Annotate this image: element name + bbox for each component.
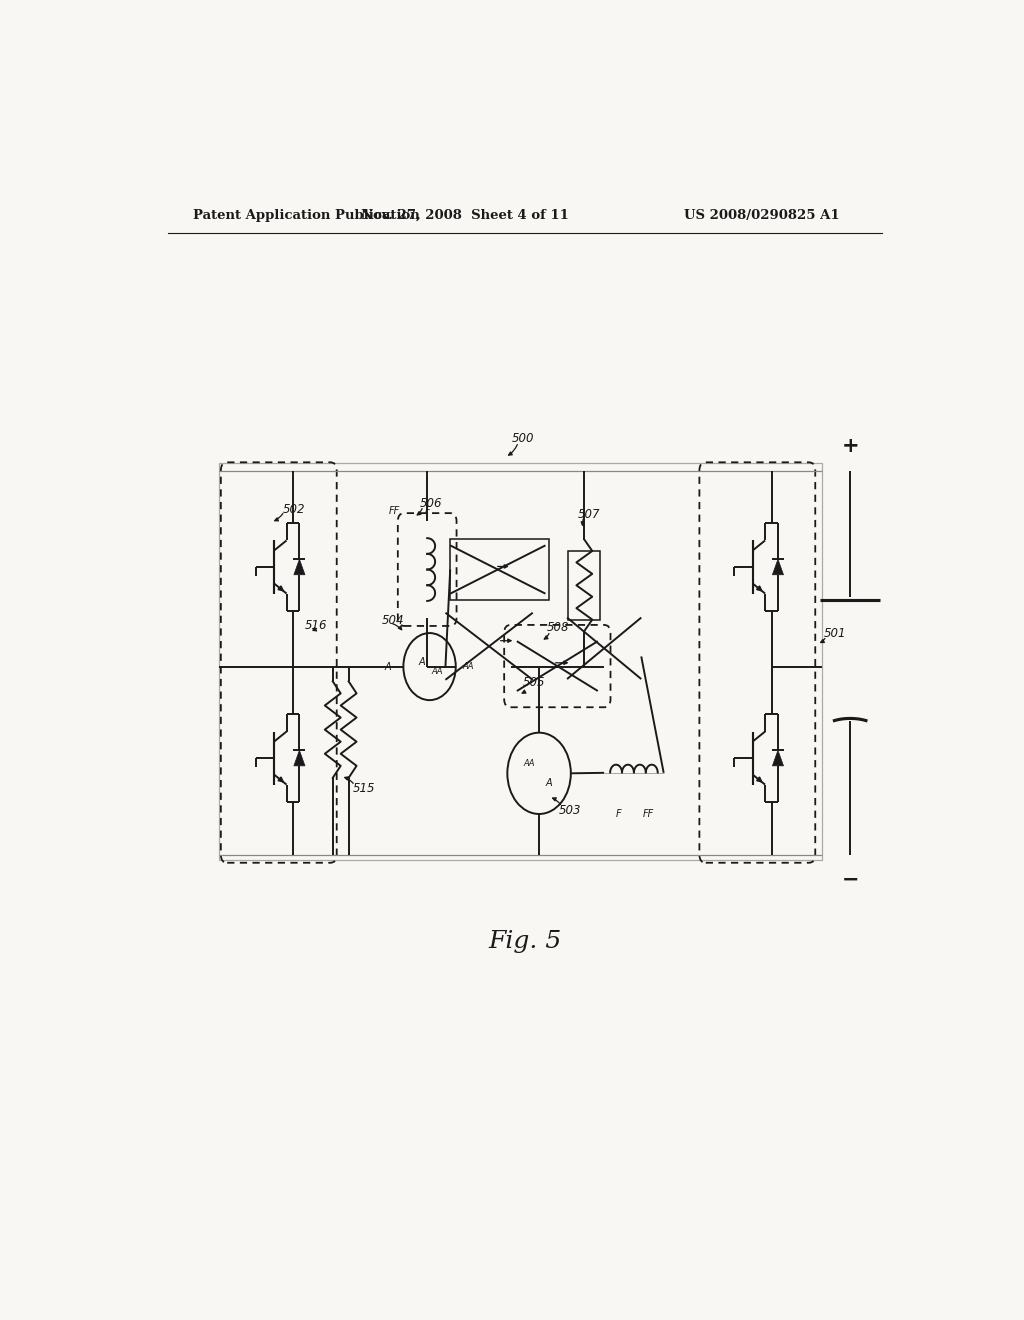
Text: F: F bbox=[424, 506, 430, 516]
Text: Fig. 5: Fig. 5 bbox=[488, 929, 561, 953]
Polygon shape bbox=[294, 560, 305, 574]
Text: Patent Application Publication: Patent Application Publication bbox=[194, 209, 420, 222]
Polygon shape bbox=[294, 750, 305, 766]
Text: 505: 505 bbox=[523, 676, 546, 689]
Text: 502: 502 bbox=[283, 503, 305, 516]
Text: Nov. 27, 2008  Sheet 4 of 11: Nov. 27, 2008 Sheet 4 of 11 bbox=[361, 209, 569, 222]
Text: A: A bbox=[419, 656, 425, 667]
Text: 515: 515 bbox=[352, 781, 375, 795]
Text: 500: 500 bbox=[511, 433, 534, 445]
Text: −: − bbox=[842, 870, 859, 890]
Text: FF: FF bbox=[643, 809, 654, 818]
Bar bbox=[219, 463, 822, 859]
Text: F: F bbox=[616, 809, 622, 818]
Text: 501: 501 bbox=[824, 627, 847, 640]
Text: US 2008/0290825 A1: US 2008/0290825 A1 bbox=[684, 209, 839, 222]
Text: 508: 508 bbox=[547, 622, 569, 635]
Text: 507: 507 bbox=[578, 508, 600, 520]
Polygon shape bbox=[772, 560, 783, 574]
Text: 516: 516 bbox=[305, 619, 328, 632]
Text: AA: AA bbox=[524, 759, 536, 768]
Bar bbox=[568, 550, 600, 619]
Text: +: + bbox=[842, 436, 859, 455]
Text: AA: AA bbox=[462, 663, 474, 671]
Text: FF: FF bbox=[389, 506, 400, 516]
Text: A: A bbox=[546, 779, 552, 788]
Text: AA: AA bbox=[432, 667, 443, 676]
Bar bbox=[451, 539, 550, 601]
Text: 504: 504 bbox=[382, 614, 404, 627]
Text: 503: 503 bbox=[559, 804, 582, 817]
Text: A: A bbox=[385, 661, 391, 672]
Text: 506: 506 bbox=[420, 498, 442, 511]
Polygon shape bbox=[772, 750, 783, 766]
